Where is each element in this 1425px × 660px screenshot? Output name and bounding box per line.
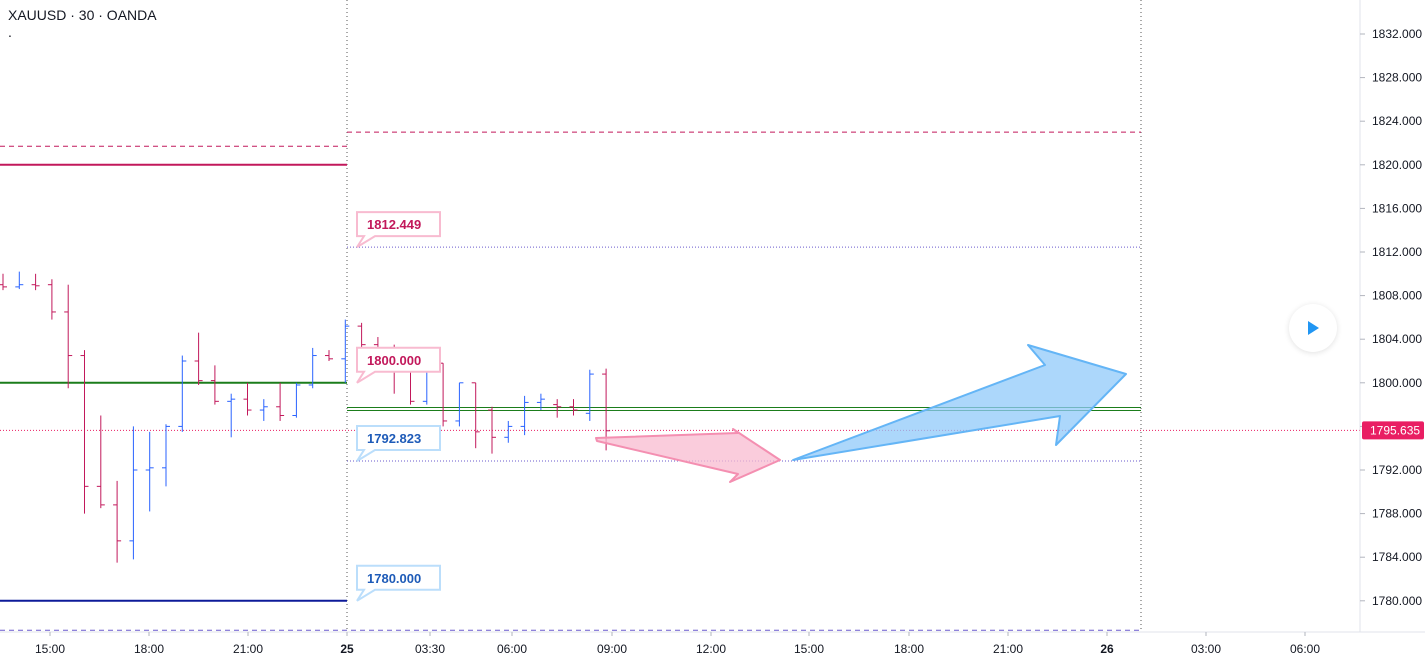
time-tick-label: 06:00 xyxy=(497,642,527,656)
price-callout-label: 1812.449 xyxy=(367,217,421,232)
time-tick-label: 18:00 xyxy=(894,642,924,656)
play-icon xyxy=(1308,321,1319,335)
price-tick-label: 1784.000 xyxy=(1372,550,1422,564)
price-tick-label: 1792.000 xyxy=(1372,463,1422,477)
indicator-dot: . xyxy=(8,24,12,40)
price-tick-label: 1780.000 xyxy=(1372,594,1422,608)
last-price-badge xyxy=(1362,421,1424,440)
price-tick-label: 1804.000 xyxy=(1372,332,1422,346)
time-tick-label: 12:00 xyxy=(696,642,726,656)
price-callout-label: 1780.000 xyxy=(367,571,421,586)
time-tick-label: 21:00 xyxy=(993,642,1023,656)
symbol-header: XAUUSD · 30 · OANDA . xyxy=(8,7,157,39)
price-callout-label: 1792.823 xyxy=(367,431,421,446)
time-tick-label: 09:00 xyxy=(597,642,627,656)
price-tick-label: 1824.000 xyxy=(1372,114,1422,128)
price-callout[interactable] xyxy=(356,211,441,248)
last-price-value: 1795.635 xyxy=(1370,423,1420,437)
time-tick-label: 03:30 xyxy=(415,642,445,656)
time-tick-label: 06:00 xyxy=(1290,642,1320,656)
price-callout[interactable] xyxy=(356,564,441,602)
pink-arrow-shape[interactable] xyxy=(595,428,781,483)
price-tick-label: 1788.000 xyxy=(1372,507,1422,521)
price-callout[interactable] xyxy=(356,346,441,384)
price-tick-label: 1832.000 xyxy=(1372,27,1422,41)
price-tick-label: 1828.000 xyxy=(1372,71,1422,85)
time-tick-label: 15:00 xyxy=(35,642,65,656)
price-callout[interactable] xyxy=(356,425,441,462)
price-tick-label: 1808.000 xyxy=(1372,289,1422,303)
price-tick-label: 1816.000 xyxy=(1372,201,1422,215)
price-callout-label: 1800.000 xyxy=(367,353,421,368)
blue-arrow-shape[interactable] xyxy=(792,344,1127,461)
price-tick-label: 1820.000 xyxy=(1372,158,1422,172)
price-tick-label: 1800.000 xyxy=(1372,376,1422,390)
time-tick-label: 03:00 xyxy=(1191,642,1221,656)
time-tick-label: 26 xyxy=(1100,642,1114,656)
price-tick-label: 1812.000 xyxy=(1372,245,1422,259)
symbol-title: XAUUSD · 30 · OANDA xyxy=(8,7,157,23)
time-tick-label: 21:00 xyxy=(233,642,263,656)
time-tick-label: 18:00 xyxy=(134,642,164,656)
time-tick-label: 15:00 xyxy=(794,642,824,656)
play-button[interactable] xyxy=(1289,304,1337,352)
time-tick-label: 25 xyxy=(340,642,354,656)
